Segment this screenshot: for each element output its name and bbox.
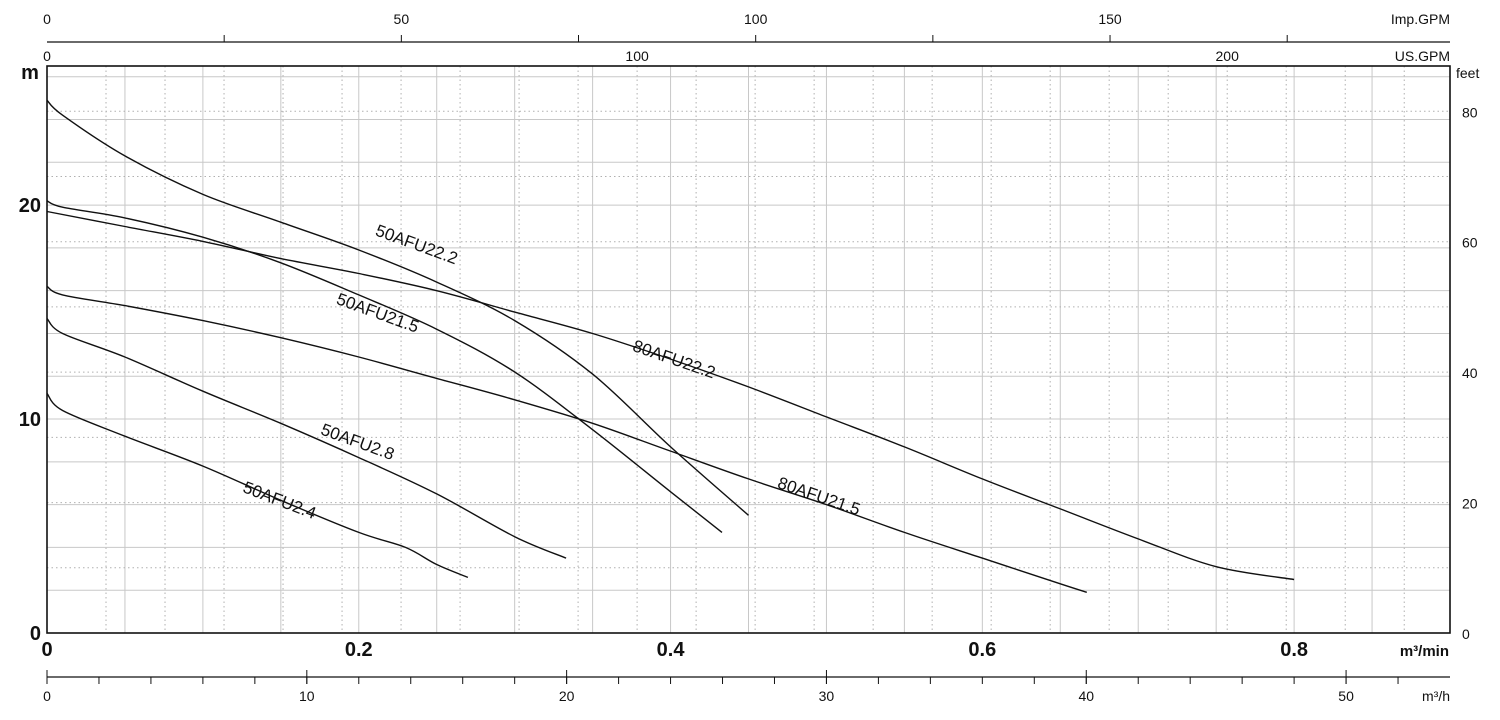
feet-tick-label: 80	[1462, 104, 1478, 120]
curve-label-50afu2-4: 50AFU2.4	[240, 478, 318, 523]
curve-label-80afu22-2: 80AFU22.2	[630, 336, 718, 382]
curve-80afu21-5	[46, 285, 1088, 593]
imp-gpm-axis: Imp.GPM 0 50 100 150	[43, 11, 1450, 43]
meters-tick-label: 10	[19, 409, 41, 431]
m3-per-min-tick-label: 0.4	[657, 639, 686, 661]
imp-gpm-axis-label: Imp.GPM	[1391, 11, 1450, 27]
m3-per-min-tick-label: 0	[41, 639, 52, 661]
curve-50afu22-2	[46, 99, 749, 516]
imp-gpm-tick-label: 100	[744, 11, 768, 27]
m3-per-h-tick-label: 30	[819, 688, 835, 704]
meters-axis: m 0 10 20	[19, 62, 41, 645]
m3-per-min-axis: m³/min 0 0.2 0.4 0.6 0.8	[41, 639, 1449, 661]
feet-tick-label: 60	[1462, 235, 1478, 251]
plot-frame	[46, 65, 1451, 634]
feet-axis-label: feet	[1456, 65, 1479, 81]
us-gpm-tick-label: 200	[1216, 48, 1240, 64]
curve-label-50afu21-5: 50AFU21.5	[334, 289, 421, 336]
meters-tick-label: 0	[30, 623, 41, 645]
feet-tick-label: 20	[1462, 496, 1478, 512]
m3-per-h-tick-label: 0	[43, 688, 51, 704]
imp-gpm-tick-label: 150	[1098, 11, 1122, 27]
m3-per-min-tick-label: 0.2	[345, 639, 373, 661]
meters-tick-label: 20	[19, 195, 41, 217]
imp-gpm-tick-label: 0	[43, 11, 51, 27]
m3-per-min-tick-label: 0.8	[1280, 639, 1308, 661]
feet-axis: feet 0 20 40 60 80	[1456, 65, 1479, 642]
m3-per-h-tick-label: 50	[1338, 688, 1354, 704]
us-gpm-axis: US.GPM 0 100 200	[43, 48, 1450, 64]
m3-per-min-axis-label: m³/min	[1400, 643, 1449, 660]
curve-50afu2-8	[46, 317, 567, 559]
us-gpm-axis-label: US.GPM	[1395, 48, 1450, 64]
m3-per-h-axis-label: m³/h	[1422, 688, 1450, 704]
feet-tick-label: 40	[1462, 365, 1478, 381]
us-gpm-tick-label: 100	[625, 48, 649, 64]
m3-per-h-tick-label: 10	[299, 688, 315, 704]
m3-per-h-tick-label: 20	[559, 688, 575, 704]
m3-per-h-axis: m³/h 0 10 20 30 40 50	[43, 670, 1450, 704]
grid	[47, 66, 1450, 633]
m3-per-min-tick-label: 0.6	[968, 639, 996, 661]
m3-per-h-tick-label: 40	[1078, 688, 1094, 704]
imp-gpm-tick-label: 50	[394, 11, 410, 27]
curve-80afu22-2	[46, 210, 1295, 581]
curve-50afu21-5	[46, 200, 723, 533]
meters-axis-label: m	[21, 62, 39, 84]
curves	[46, 99, 1295, 593]
feet-tick-label: 0	[1462, 626, 1470, 642]
us-gpm-tick-label: 0	[43, 48, 51, 64]
curve-50afu2-4	[46, 392, 469, 579]
curve-label-80afu21-5: 80AFU21.5	[775, 473, 863, 519]
